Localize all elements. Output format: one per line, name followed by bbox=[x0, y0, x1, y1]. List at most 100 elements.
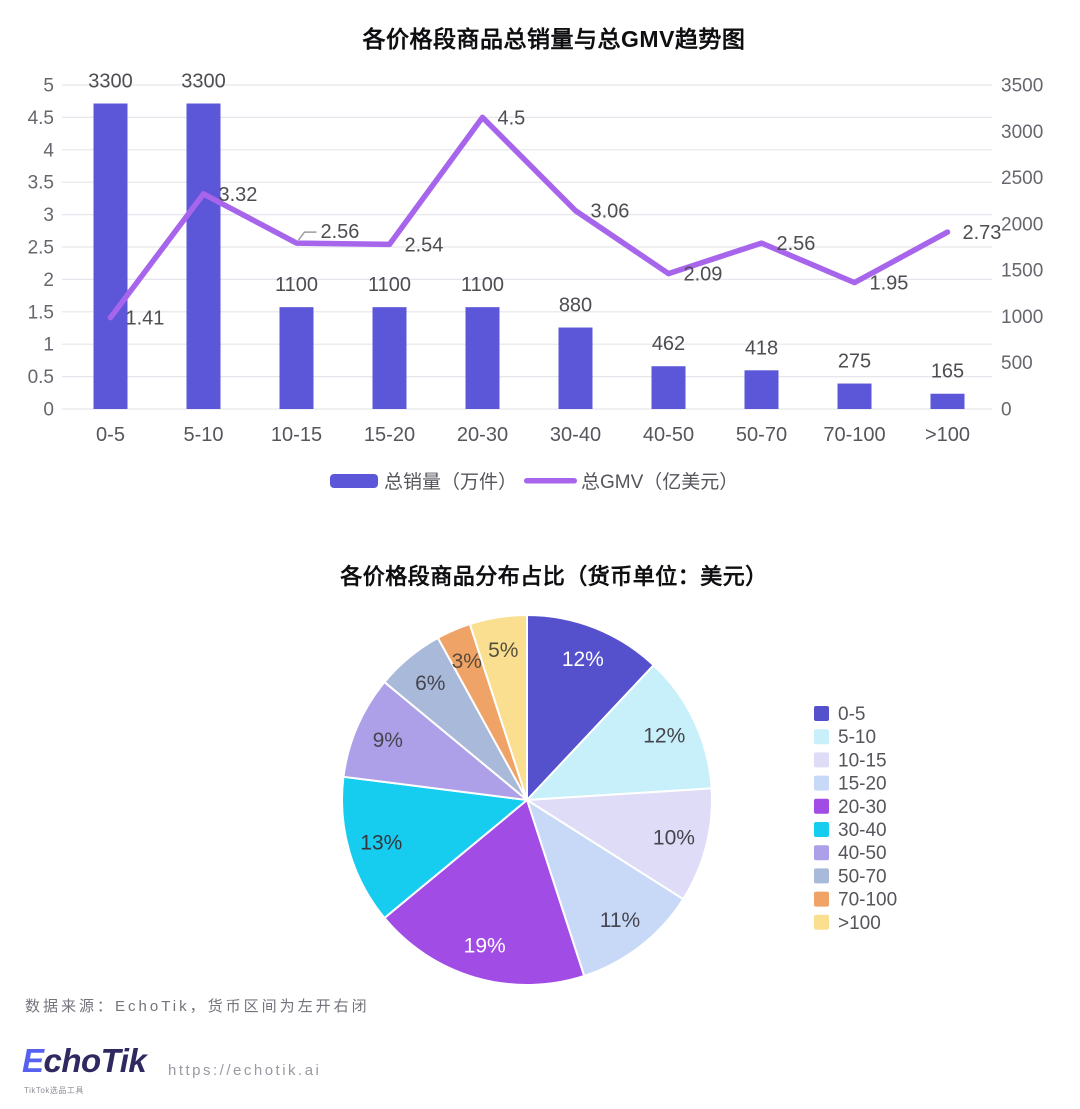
pie-legend-swatch-50-70 bbox=[814, 868, 829, 884]
pie-legend-swatch-30-40 bbox=[814, 822, 829, 837]
bar-label-30-40: 880 bbox=[559, 295, 592, 317]
legend-swatch-bar bbox=[330, 474, 378, 488]
line-label-50-70: 2.56 bbox=[777, 233, 816, 255]
pie-legend-label-5-10: 5-10 bbox=[838, 727, 876, 748]
line-label-40-50: 2.09 bbox=[684, 264, 723, 286]
pie-legend-swatch-40-50 bbox=[814, 845, 829, 861]
x-axis-label-30-40: 30-40 bbox=[550, 424, 601, 446]
pie-legend-swatch->100 bbox=[814, 914, 829, 930]
website-url: https://echotik.ai bbox=[168, 1062, 322, 1079]
bar->100 bbox=[930, 393, 965, 409]
y-axis-right-tick: 2500 bbox=[1001, 168, 1043, 189]
y-axis-left-tick: 0 bbox=[43, 400, 54, 421]
y-axis-right-tick: 1000 bbox=[1001, 307, 1043, 328]
bar-10-15 bbox=[279, 307, 314, 409]
echotik-logo: EchoTik bbox=[22, 1042, 147, 1080]
bar-70-100 bbox=[837, 383, 872, 409]
y-axis-left-tick: 1.5 bbox=[28, 302, 54, 323]
pie-slice-30-40 bbox=[341, 775, 528, 919]
line-label-70-100: 1.95 bbox=[870, 273, 909, 295]
combo-chart-legend: 总销量（万件） 总GMV（亿美元） bbox=[330, 471, 738, 493]
gmv-line bbox=[107, 114, 951, 321]
combo-chart-title: 各价格段商品总销量与总GMV趋势图 bbox=[362, 26, 746, 52]
line-label-10-15: 2.56 bbox=[321, 221, 360, 243]
pie-slice-label-20-30: 19% bbox=[464, 935, 506, 958]
pie-legend-label-20-30: 20-30 bbox=[838, 797, 887, 818]
line-label->100: 2.73 bbox=[963, 222, 1002, 244]
pie-slice-label-0-5: 12% bbox=[562, 648, 604, 671]
pie-slice-label-30-40: 13% bbox=[360, 831, 402, 854]
x-axis-label-5-10: 5-10 bbox=[183, 424, 223, 446]
pie-legend-swatch-5-10 bbox=[814, 729, 829, 745]
bar-label-10-15: 1100 bbox=[275, 274, 318, 296]
x-axis-label-20-30: 20-30 bbox=[457, 424, 508, 446]
pie-slice-40-50 bbox=[342, 681, 528, 801]
bar-15-20 bbox=[372, 307, 407, 409]
y-axis-left-tick: 5 bbox=[43, 76, 54, 97]
line-label-leader bbox=[297, 231, 317, 241]
pie-legend-label-40-50: 40-50 bbox=[838, 843, 887, 864]
pie-slice-label-5-10: 12% bbox=[643, 724, 685, 747]
pie-slice-20-30 bbox=[383, 799, 586, 986]
bar-20-30 bbox=[465, 307, 500, 409]
pie-legend-swatch-15-20 bbox=[814, 775, 829, 791]
logo-text: choTik bbox=[43, 1042, 147, 1079]
y-axis-left-tick: 4.5 bbox=[28, 108, 54, 129]
bar-label-50-70: 418 bbox=[745, 337, 778, 359]
bar-label-0-5: 3300 bbox=[88, 71, 133, 93]
pie-legend-label->100: >100 bbox=[838, 913, 881, 934]
bar-label-40-50: 462 bbox=[652, 333, 685, 355]
y-axis-right-tick: 2000 bbox=[1001, 214, 1043, 235]
legend-label-bar: 总销量（万件） bbox=[384, 471, 517, 493]
pie-slice-label-15-20: 11% bbox=[600, 909, 640, 932]
bar-40-50 bbox=[651, 366, 686, 409]
pie-slice-0-5 bbox=[526, 614, 655, 801]
y-axis-right-tick: 3000 bbox=[1001, 122, 1043, 143]
bar-label-20-30: 1100 bbox=[461, 274, 504, 296]
y-axis-right-tick: 0 bbox=[1001, 400, 1012, 421]
y-axis-right-tick: 3500 bbox=[1001, 76, 1043, 97]
x-axis-label->100: >100 bbox=[925, 424, 970, 446]
y-axis-left-tick: 2.5 bbox=[28, 238, 54, 259]
pie-legend-swatch-70-100 bbox=[814, 891, 829, 907]
line-label-30-40: 3.06 bbox=[591, 201, 630, 223]
legend-label-line: 总GMV（亿美元） bbox=[581, 471, 738, 493]
bar-label-5-10: 3300 bbox=[181, 71, 226, 93]
y-axis-left-tick: 1 bbox=[43, 335, 54, 356]
pie-slice-label-70-100: 3% bbox=[452, 650, 482, 673]
pie-legend-swatch-10-15 bbox=[814, 752, 829, 768]
logo-letter-e: E bbox=[22, 1042, 44, 1079]
line-label-20-30: 4.5 bbox=[498, 107, 526, 129]
line-label-5-10: 3.32 bbox=[219, 184, 258, 206]
pie-slice-5-10 bbox=[526, 664, 713, 801]
bar-label-15-20: 1100 bbox=[368, 274, 411, 296]
pie-legend-label-15-20: 15-20 bbox=[838, 774, 887, 795]
bar-label-70-100: 275 bbox=[838, 351, 871, 373]
x-axis-label-0-5: 0-5 bbox=[96, 424, 125, 446]
pie-slice-label-10-15: 10% bbox=[653, 827, 695, 850]
line-label-0-5: 1.41 bbox=[126, 308, 165, 330]
pie-legend-swatch-20-30 bbox=[814, 798, 829, 814]
y-axis-left-tick: 0.5 bbox=[28, 367, 54, 388]
data-source-note: 数据来源：EchoTik，货币区间为左开右闭 bbox=[25, 998, 370, 1015]
pie-slice-label-50-70: 6% bbox=[415, 672, 445, 695]
legend-swatch-line bbox=[524, 478, 577, 484]
bar-0-5 bbox=[93, 103, 128, 409]
x-axis-label-40-50: 40-50 bbox=[643, 424, 694, 446]
y-axis-left-tick: 3.5 bbox=[28, 173, 54, 194]
pie-slice-label->100: 5% bbox=[488, 639, 518, 662]
pie-slice-10-15 bbox=[526, 787, 713, 901]
y-axis-left-tick: 3 bbox=[43, 205, 54, 226]
y-axis-right-tick: 1500 bbox=[1001, 261, 1043, 282]
pie-slice-label-40-50: 9% bbox=[373, 729, 403, 752]
bar-50-70 bbox=[744, 370, 779, 409]
pie-slice-15-20 bbox=[526, 799, 685, 977]
x-axis-label-15-20: 15-20 bbox=[364, 424, 415, 446]
bar-30-40 bbox=[558, 327, 593, 409]
y-axis-left-tick: 4 bbox=[43, 140, 54, 161]
combo-chart: 0 0.5 1 1.5 2 2.5 3 3.5 4 4.5 5 0 500 1000 1500 2000 250… bbox=[28, 71, 1044, 493]
pie-legend-label-70-100: 70-100 bbox=[838, 890, 897, 911]
